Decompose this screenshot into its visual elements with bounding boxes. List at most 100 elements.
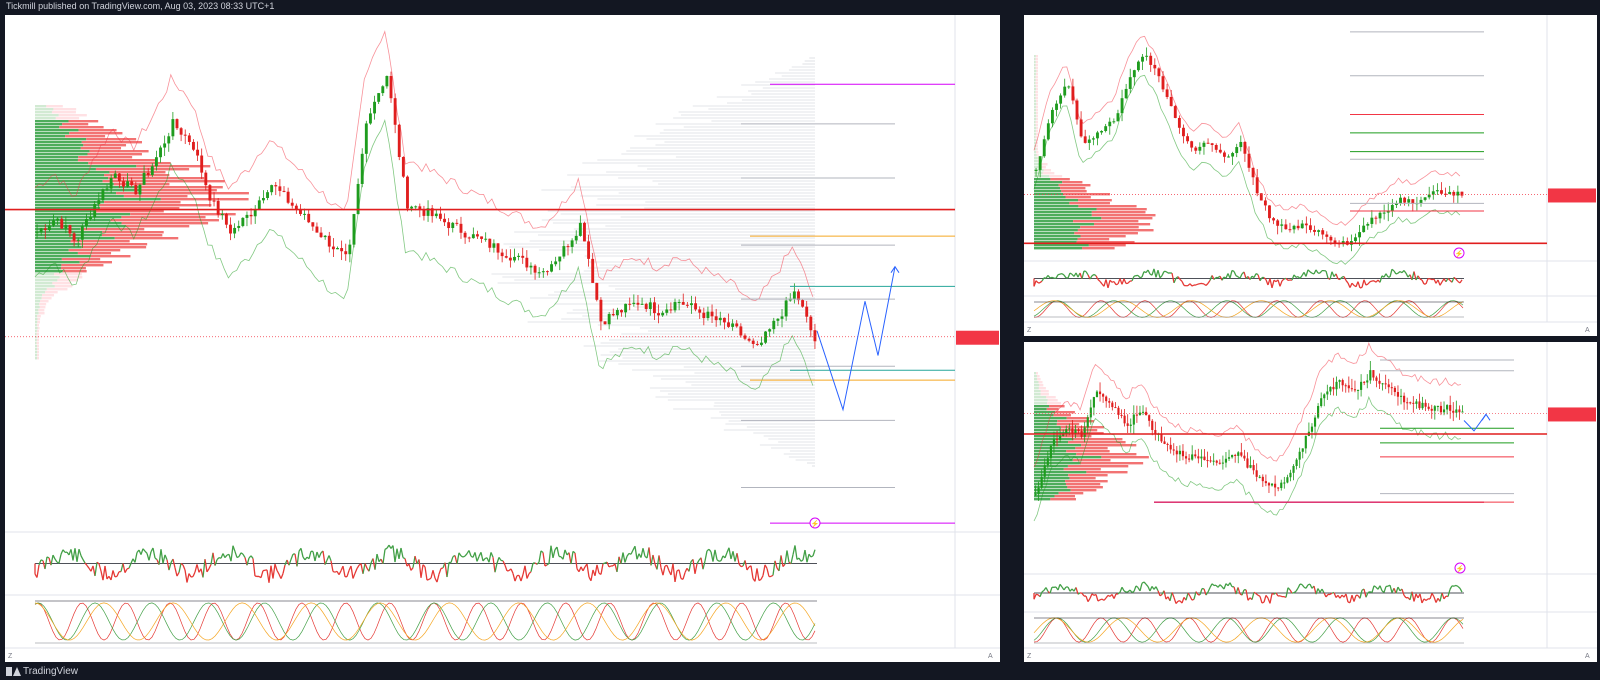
rsi-segment (464, 553, 468, 557)
volume-profile-bar (1034, 64, 1036, 67)
rsi-segment (1385, 273, 1389, 278)
candle-body (109, 178, 113, 189)
candle-body (1202, 142, 1206, 147)
volume-profile-bar (35, 120, 69, 123)
candle-body (784, 300, 788, 317)
candle-body (1128, 77, 1132, 89)
rsi-segment (214, 559, 218, 566)
rsi-segment (1265, 594, 1269, 599)
candle-body (722, 317, 726, 323)
daily-chart-panel[interactable]: ⚡ Z A (1024, 342, 1597, 662)
candle-body (1452, 191, 1456, 196)
rsi-segment (688, 561, 692, 572)
volume-profile-bar (35, 180, 103, 183)
rsi-segment (36, 564, 40, 578)
rsi-segment (272, 564, 276, 579)
candle-body (56, 218, 60, 221)
stoch-line (1033, 617, 1464, 643)
candle-body (1270, 483, 1274, 486)
daily-chart-svg[interactable]: ⚡ Z A (1024, 342, 1597, 662)
volume-profile-bar (1076, 241, 1135, 244)
candle-body (1317, 405, 1320, 418)
candle-body (89, 217, 93, 220)
candle-body (1138, 412, 1142, 416)
volume-profile-bar (36, 339, 39, 342)
rsi-segment (1051, 276, 1055, 279)
rsi-segment (720, 555, 724, 562)
rsi-segment (140, 548, 144, 555)
rsi-segment (530, 563, 534, 572)
rsi-segment (382, 549, 386, 564)
rsi-segment (1263, 277, 1267, 281)
rsi-segment (82, 559, 86, 564)
rsi-segment (636, 553, 640, 560)
candle-body (595, 282, 599, 300)
candle-body (1243, 455, 1246, 459)
rsi-segment (542, 552, 546, 567)
volume-profile-bar (1034, 139, 1037, 142)
candle-body (1104, 126, 1108, 131)
candle-body (348, 244, 352, 255)
volume-profile-bar (40, 300, 49, 303)
candle-body (607, 314, 611, 325)
volume-profile-bar (1034, 462, 1080, 465)
rsi-segment (1123, 590, 1127, 593)
volume-profile-bar (1065, 483, 1101, 486)
candle-body (1268, 205, 1271, 219)
candle-body (1403, 197, 1407, 203)
candle-body (1386, 210, 1390, 213)
candle-body (1160, 433, 1163, 442)
volume-profile-bar (55, 117, 80, 120)
candle-body (480, 236, 484, 239)
candle-body (476, 234, 479, 237)
rsi-segment (54, 558, 58, 563)
rsi-segment (1205, 282, 1209, 286)
tradingview-brand[interactable]: TradingView (6, 666, 78, 677)
rsi-segment (274, 563, 278, 571)
volume-profile-bar (1040, 390, 1049, 393)
volume-profile-bar (1034, 456, 1102, 459)
volume-profile-bar (1034, 115, 1037, 118)
volume-profile-bar (1047, 402, 1062, 405)
rsi-segment (374, 553, 378, 570)
candle-body (1436, 405, 1439, 407)
main-chart-svg[interactable]: ⚡ Z A (5, 15, 1000, 662)
candle-body (1059, 436, 1062, 440)
rsi-segment (162, 554, 166, 564)
lightning-glyph: ⚡ (1456, 564, 1465, 573)
weekly-chart-panel[interactable]: ⚡ Z A (1024, 15, 1597, 336)
rsi-segment (1323, 592, 1327, 598)
rsi-segment (774, 560, 778, 569)
rsi-segment (1105, 594, 1109, 599)
rsi-segment (1179, 278, 1183, 282)
volume-profile-bar (1096, 208, 1147, 211)
volume-profile-bar (1074, 232, 1138, 235)
volume-profile-bar (104, 174, 170, 177)
rsi-segment (186, 573, 190, 583)
candle-body (167, 136, 171, 144)
candle-body (1240, 452, 1243, 456)
volume-profile-bar (68, 120, 99, 123)
volume-profile-bar (62, 270, 87, 273)
candle-body (1129, 424, 1132, 426)
rsi-segment (678, 569, 682, 579)
weekly-chart-svg[interactable]: ⚡ Z A (1024, 15, 1597, 336)
volume-profile-bar (35, 138, 87, 141)
candle-body (1372, 370, 1375, 378)
candle-body (1442, 409, 1446, 413)
rsi-segment (664, 564, 668, 567)
candle-body (471, 234, 475, 239)
main-chart-panel[interactable]: ⚡ Z A (5, 15, 1000, 662)
rsi-segment (770, 574, 774, 578)
candle-body (179, 128, 183, 135)
rsi-segment (1091, 273, 1095, 277)
rsi-segment (1119, 586, 1123, 593)
volume-profile-bar (35, 285, 55, 288)
rsi-segment (480, 552, 484, 562)
rsi-segment (1039, 280, 1043, 284)
projection-arrow-icon (890, 265, 900, 273)
volume-profile-bar (1091, 211, 1146, 214)
volume-profile-bar (37, 315, 41, 318)
candle-body (1419, 199, 1423, 204)
volume-profile-bar (1034, 241, 1077, 244)
